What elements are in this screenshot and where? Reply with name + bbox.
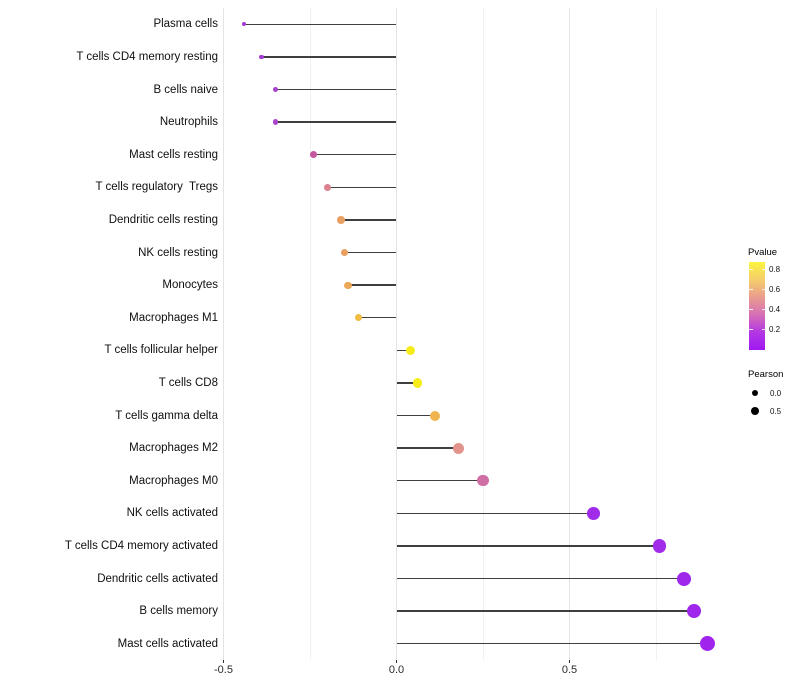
lollipop-stem: [396, 545, 660, 547]
lollipop-stem: [358, 316, 397, 319]
lollipop-dot: [272, 119, 279, 125]
lollipop-dot: [453, 442, 465, 454]
y-axis-label: Monocytes: [162, 279, 218, 292]
lollipop-dot: [429, 410, 440, 421]
lollipop-stem: [261, 56, 397, 58]
x-tick-label: 0.0: [388, 664, 405, 676]
lollipop-dot: [341, 249, 349, 256]
lollipop-stem: [348, 284, 397, 286]
pvalue-tick-label: 0.8: [769, 265, 781, 275]
y-axis-label: B cells memory: [139, 605, 218, 618]
lollipop-dot: [337, 216, 345, 224]
pearson-legend-title: Pearson: [748, 369, 784, 380]
lollipop-stem: [396, 447, 459, 449]
pearson-size-label: 0.5: [770, 406, 782, 416]
gridline-minor: [482, 8, 484, 660]
lollipop-dot: [272, 86, 279, 93]
lollipop-stem: [275, 88, 397, 91]
pvalue-legend-title: Pvalue: [748, 247, 778, 258]
lollipop-stem: [396, 610, 695, 612]
lollipop-dot: [405, 345, 415, 355]
y-axis-label: T cells regulatory Tregs: [95, 181, 218, 194]
y-axis-label: Dendritic cells resting: [108, 213, 218, 226]
lollipop-stem: [396, 382, 418, 384]
y-axis-label: NK cells activated: [126, 507, 218, 520]
lollipop-stem: [396, 414, 435, 417]
lollipop-dot: [242, 22, 247, 27]
pvalue-tick-dash: [749, 269, 753, 271]
plot-panel: [221, 8, 731, 660]
lollipop-stem: [396, 642, 708, 645]
pvalue-tick-dash: [749, 329, 753, 331]
lollipop-stem: [341, 219, 397, 221]
lollipop-dot: [323, 183, 331, 191]
y-axis-label: T cells CD4 memory activated: [64, 539, 218, 552]
pearson-size-dot: [751, 389, 759, 397]
x-tick-label: 0.5: [561, 664, 578, 676]
pvalue-tick-label: 0.6: [769, 285, 781, 295]
pvalue-tick-dash: [749, 309, 753, 311]
pearson-size-label: 0.0: [770, 388, 782, 398]
lollipop-dot: [587, 506, 601, 520]
pearson-size-dot: [750, 406, 760, 416]
gridline-minor: [655, 8, 657, 660]
lollipop-stem: [396, 577, 684, 580]
pvalue-tick-dash: [761, 289, 765, 291]
lollipop-stem: [275, 121, 397, 123]
lollipop-stem: [344, 251, 397, 254]
lollipop-stem: [396, 349, 411, 352]
x-tick-mark: [569, 660, 570, 663]
pvalue-tick-dash: [749, 289, 753, 291]
gridline-major: [569, 8, 570, 660]
lollipop-stem: [396, 512, 594, 515]
x-tick-mark: [396, 660, 397, 663]
y-axis-label: Macrophages M2: [129, 442, 218, 455]
pvalue-tick-dash: [761, 269, 765, 271]
y-axis-label: T cells follicular helper: [104, 344, 218, 357]
y-axis-label: B cells naive: [153, 83, 218, 96]
y-axis-label: Mast cells resting: [129, 148, 218, 161]
pvalue-tick-label: 0.2: [769, 325, 781, 335]
gridline-major: [396, 8, 397, 660]
lollipop-dot: [676, 571, 691, 586]
lollipop-dot: [259, 54, 264, 60]
pvalue-gradient-bar: [749, 262, 765, 350]
y-axis-label: Macrophages M1: [129, 311, 218, 324]
lollipop-dot: [412, 378, 422, 388]
y-axis-label: T cells CD4 memory resting: [76, 50, 218, 63]
pvalue-tick-dash: [761, 309, 765, 311]
y-axis-label: T cells gamma delta: [115, 409, 218, 422]
lollipop-dot: [354, 314, 363, 322]
pvalue-tick-label: 0.4: [769, 305, 781, 315]
lollipop-stem: [313, 153, 397, 156]
gridline-major: [223, 8, 224, 660]
lollipop-stem: [327, 186, 397, 189]
lollipop-dot: [686, 603, 702, 619]
lollipop-stem: [244, 23, 397, 26]
x-tick-label: -0.5: [214, 664, 233, 676]
lollipop-dot: [700, 636, 716, 652]
gridline-minor: [309, 8, 311, 660]
y-axis-label: NK cells resting: [138, 246, 218, 259]
y-axis-label: T cells CD8: [158, 376, 218, 389]
lollipop-dot: [344, 281, 352, 289]
y-axis-label: Macrophages M0: [129, 474, 218, 487]
lollipop-dot: [310, 151, 317, 159]
y-axis-label: Dendritic cells activated: [97, 572, 218, 585]
y-axis-label: Mast cells activated: [117, 637, 218, 650]
y-axis-label: Plasma cells: [153, 18, 218, 31]
y-axis-label: Neutrophils: [159, 116, 218, 129]
lollipop-stem: [396, 479, 483, 482]
pvalue-tick-dash: [761, 329, 765, 331]
lollipop-dot: [477, 475, 489, 487]
x-tick-mark: [223, 660, 224, 663]
lollipop-dot: [652, 539, 667, 553]
